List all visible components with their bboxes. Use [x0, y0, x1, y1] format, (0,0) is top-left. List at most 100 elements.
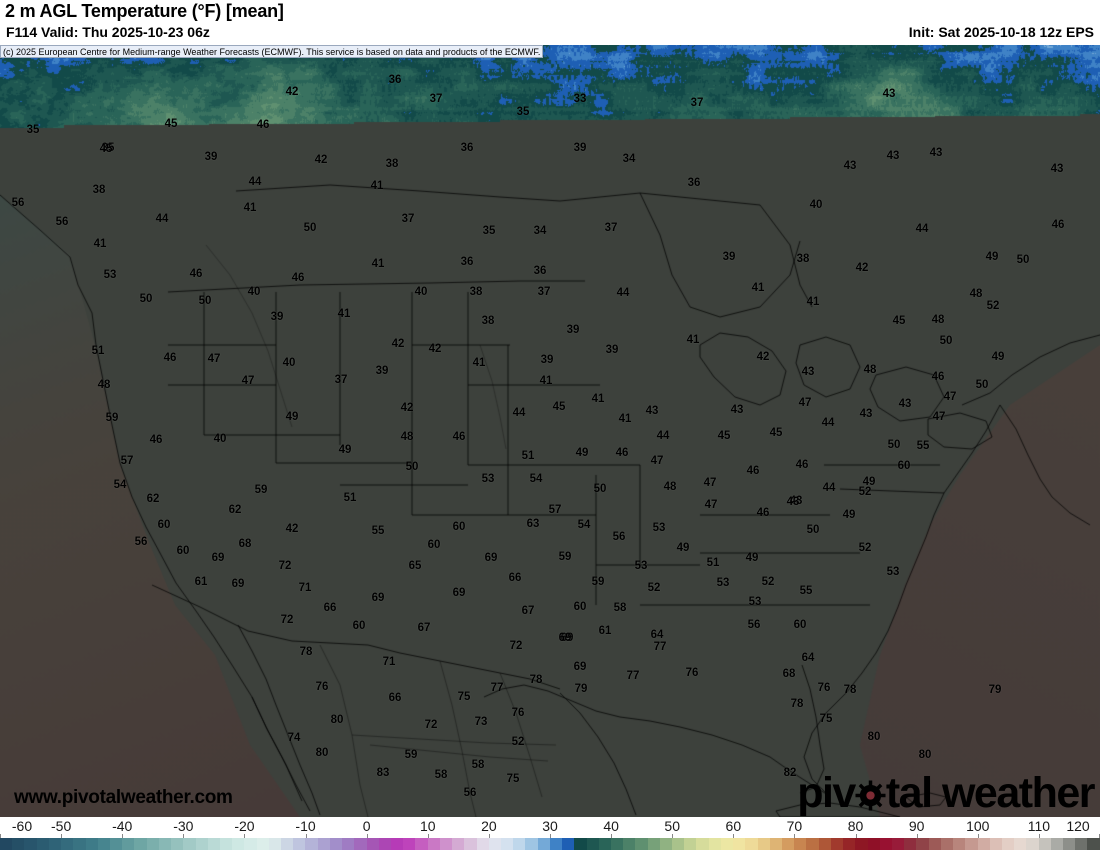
temperature-value-label: 61 — [598, 625, 612, 637]
temperature-value-label: 47 — [943, 391, 957, 403]
temperature-value-label: 45 — [717, 430, 731, 442]
temperature-value-label: 65 — [408, 560, 422, 572]
colorbar-swatch — [794, 838, 807, 850]
colorbar-swatch — [268, 838, 282, 850]
temperature-value-label: 42 — [314, 154, 328, 166]
temperature-value-label: 47 — [704, 499, 718, 511]
colorbar-swatch — [109, 838, 123, 850]
temperature-value-label: 38 — [469, 286, 483, 298]
colorbar-swatch — [965, 838, 978, 850]
colorbar-swatch — [207, 838, 220, 850]
temperature-value-label: 60 — [573, 601, 587, 613]
colorbar-swatch — [354, 838, 367, 850]
temperature-value-label: 59 — [558, 551, 572, 563]
temperature-value-label: 39 — [540, 354, 554, 366]
temperature-value-label: 43 — [929, 147, 943, 159]
colorbar-swatch — [293, 838, 306, 850]
temperature-value-label: 72 — [424, 719, 438, 731]
colorbar-tick: -20 — [234, 818, 255, 834]
temperature-value-label: 72 — [280, 614, 294, 626]
colorbar-swatch — [1050, 838, 1064, 850]
brand-text-part1: piv — [797, 769, 856, 817]
page-title-text: 2 m AGL Temperature (°F) [mean] — [5, 1, 284, 21]
temperature-value-label: 69 — [573, 661, 587, 673]
colorbar-tick: 10 — [419, 818, 436, 834]
temperature-value-label: 83 — [376, 767, 390, 779]
colorbar-swatch — [195, 838, 208, 850]
temperature-value-label: 37 — [401, 213, 415, 225]
temperature-value-label: 37 — [537, 286, 551, 298]
temperature-value-label: 39 — [566, 324, 580, 336]
temperature-value-label: 59 — [404, 749, 418, 761]
colorbar-swatch — [378, 838, 391, 850]
temperature-value-label: 43 — [1050, 163, 1064, 175]
colorbar-swatch — [1026, 838, 1039, 850]
temperature-value-label: 55 — [371, 525, 385, 537]
colorbar-swatch — [329, 838, 343, 850]
temperature-value-label: 59 — [591, 576, 605, 588]
colorbar-swatch — [158, 838, 172, 850]
temperature-value-label: 34 — [533, 225, 547, 237]
colorbar-tick: 70 — [786, 818, 803, 834]
temperature-value-label: 35 — [482, 225, 496, 237]
temperature-value-label: 43 — [801, 366, 815, 378]
temperature-map[interactable]: (c) 2025 European Centre for Medium-rang… — [0, 45, 1100, 817]
temperature-value-label: 58 — [613, 602, 627, 614]
temperature-value-label: 55 — [799, 585, 813, 597]
site-watermark: www.pivotalweather.com — [14, 787, 233, 808]
colorbar-tickmark — [550, 834, 551, 838]
temperature-value-label: 69 — [452, 587, 466, 599]
temperature-value-label: 51 — [521, 450, 535, 462]
temperature-value-label: 46 — [756, 507, 770, 519]
temperature-value-label: 52 — [986, 300, 1000, 312]
colorbar-swatch — [769, 838, 782, 850]
colorbar-swatch — [549, 838, 563, 850]
temperature-value-label: 41 — [93, 238, 107, 250]
colorbar-tickmark — [61, 834, 63, 838]
temperature-value-label: 41 — [337, 308, 351, 320]
colorbar-swatch — [1014, 838, 1027, 850]
temperature-value-label: 79 — [574, 683, 588, 695]
temperature-value-label: 44 — [512, 407, 526, 419]
temperature-value-label: 39 — [204, 151, 218, 163]
temperature-value-label: 39 — [573, 142, 587, 154]
temperature-value-label: 69 — [211, 552, 225, 564]
temperature-value-label: 49 — [862, 476, 876, 488]
temperature-value-label: 48 — [931, 314, 945, 326]
temperature-value-label: 58 — [471, 759, 485, 771]
temperature-value-label: 43 — [859, 408, 873, 420]
temperature-value-label: 78 — [299, 646, 313, 658]
temperature-value-label: 57 — [548, 504, 562, 516]
temperature-value-label: 37 — [429, 93, 443, 105]
colorbar-gradient[interactable] — [0, 838, 1100, 850]
temperature-value-label: 40 — [247, 286, 261, 298]
temperature-value-label: 37 — [690, 97, 704, 109]
temperature-value-label: 78 — [843, 684, 857, 696]
temperature-value-label: 47 — [798, 397, 812, 409]
temperature-value-label: 49 — [575, 447, 589, 459]
temperature-value-label: 39 — [375, 365, 389, 377]
temperature-value-label: 69 — [371, 592, 385, 604]
temperature-value-label: 53 — [748, 596, 762, 608]
temperature-value-label: 61 — [194, 576, 208, 588]
temperature-value-label: 63 — [526, 518, 540, 530]
temperature-value-label: 50 — [303, 222, 317, 234]
temperature-value-label: 46 — [615, 447, 629, 459]
colorbar-tick: -10 — [295, 818, 316, 834]
temperature-value-label: 62 — [146, 493, 160, 505]
temperature-value-label: 54 — [113, 479, 127, 491]
colorbar-tickmark — [1038, 834, 1040, 838]
colorbar-tick: 90 — [908, 818, 925, 834]
temperature-value-label: 43 — [898, 398, 912, 410]
temperature-value-label: 52 — [647, 582, 661, 594]
colorbar-swatch — [684, 838, 697, 850]
temperature-value-label: 36 — [388, 74, 402, 86]
temperature-value-label: 76 — [685, 667, 699, 679]
temperature-value-label: 37 — [334, 374, 348, 386]
temperature-value-label: 67 — [417, 622, 431, 634]
colorbar-swatch — [366, 838, 379, 850]
colorbar-swatch — [146, 838, 159, 850]
temperature-value-label: 82 — [783, 767, 797, 779]
colorbar-swatch — [940, 838, 954, 850]
colorbar-swatch — [879, 838, 892, 850]
